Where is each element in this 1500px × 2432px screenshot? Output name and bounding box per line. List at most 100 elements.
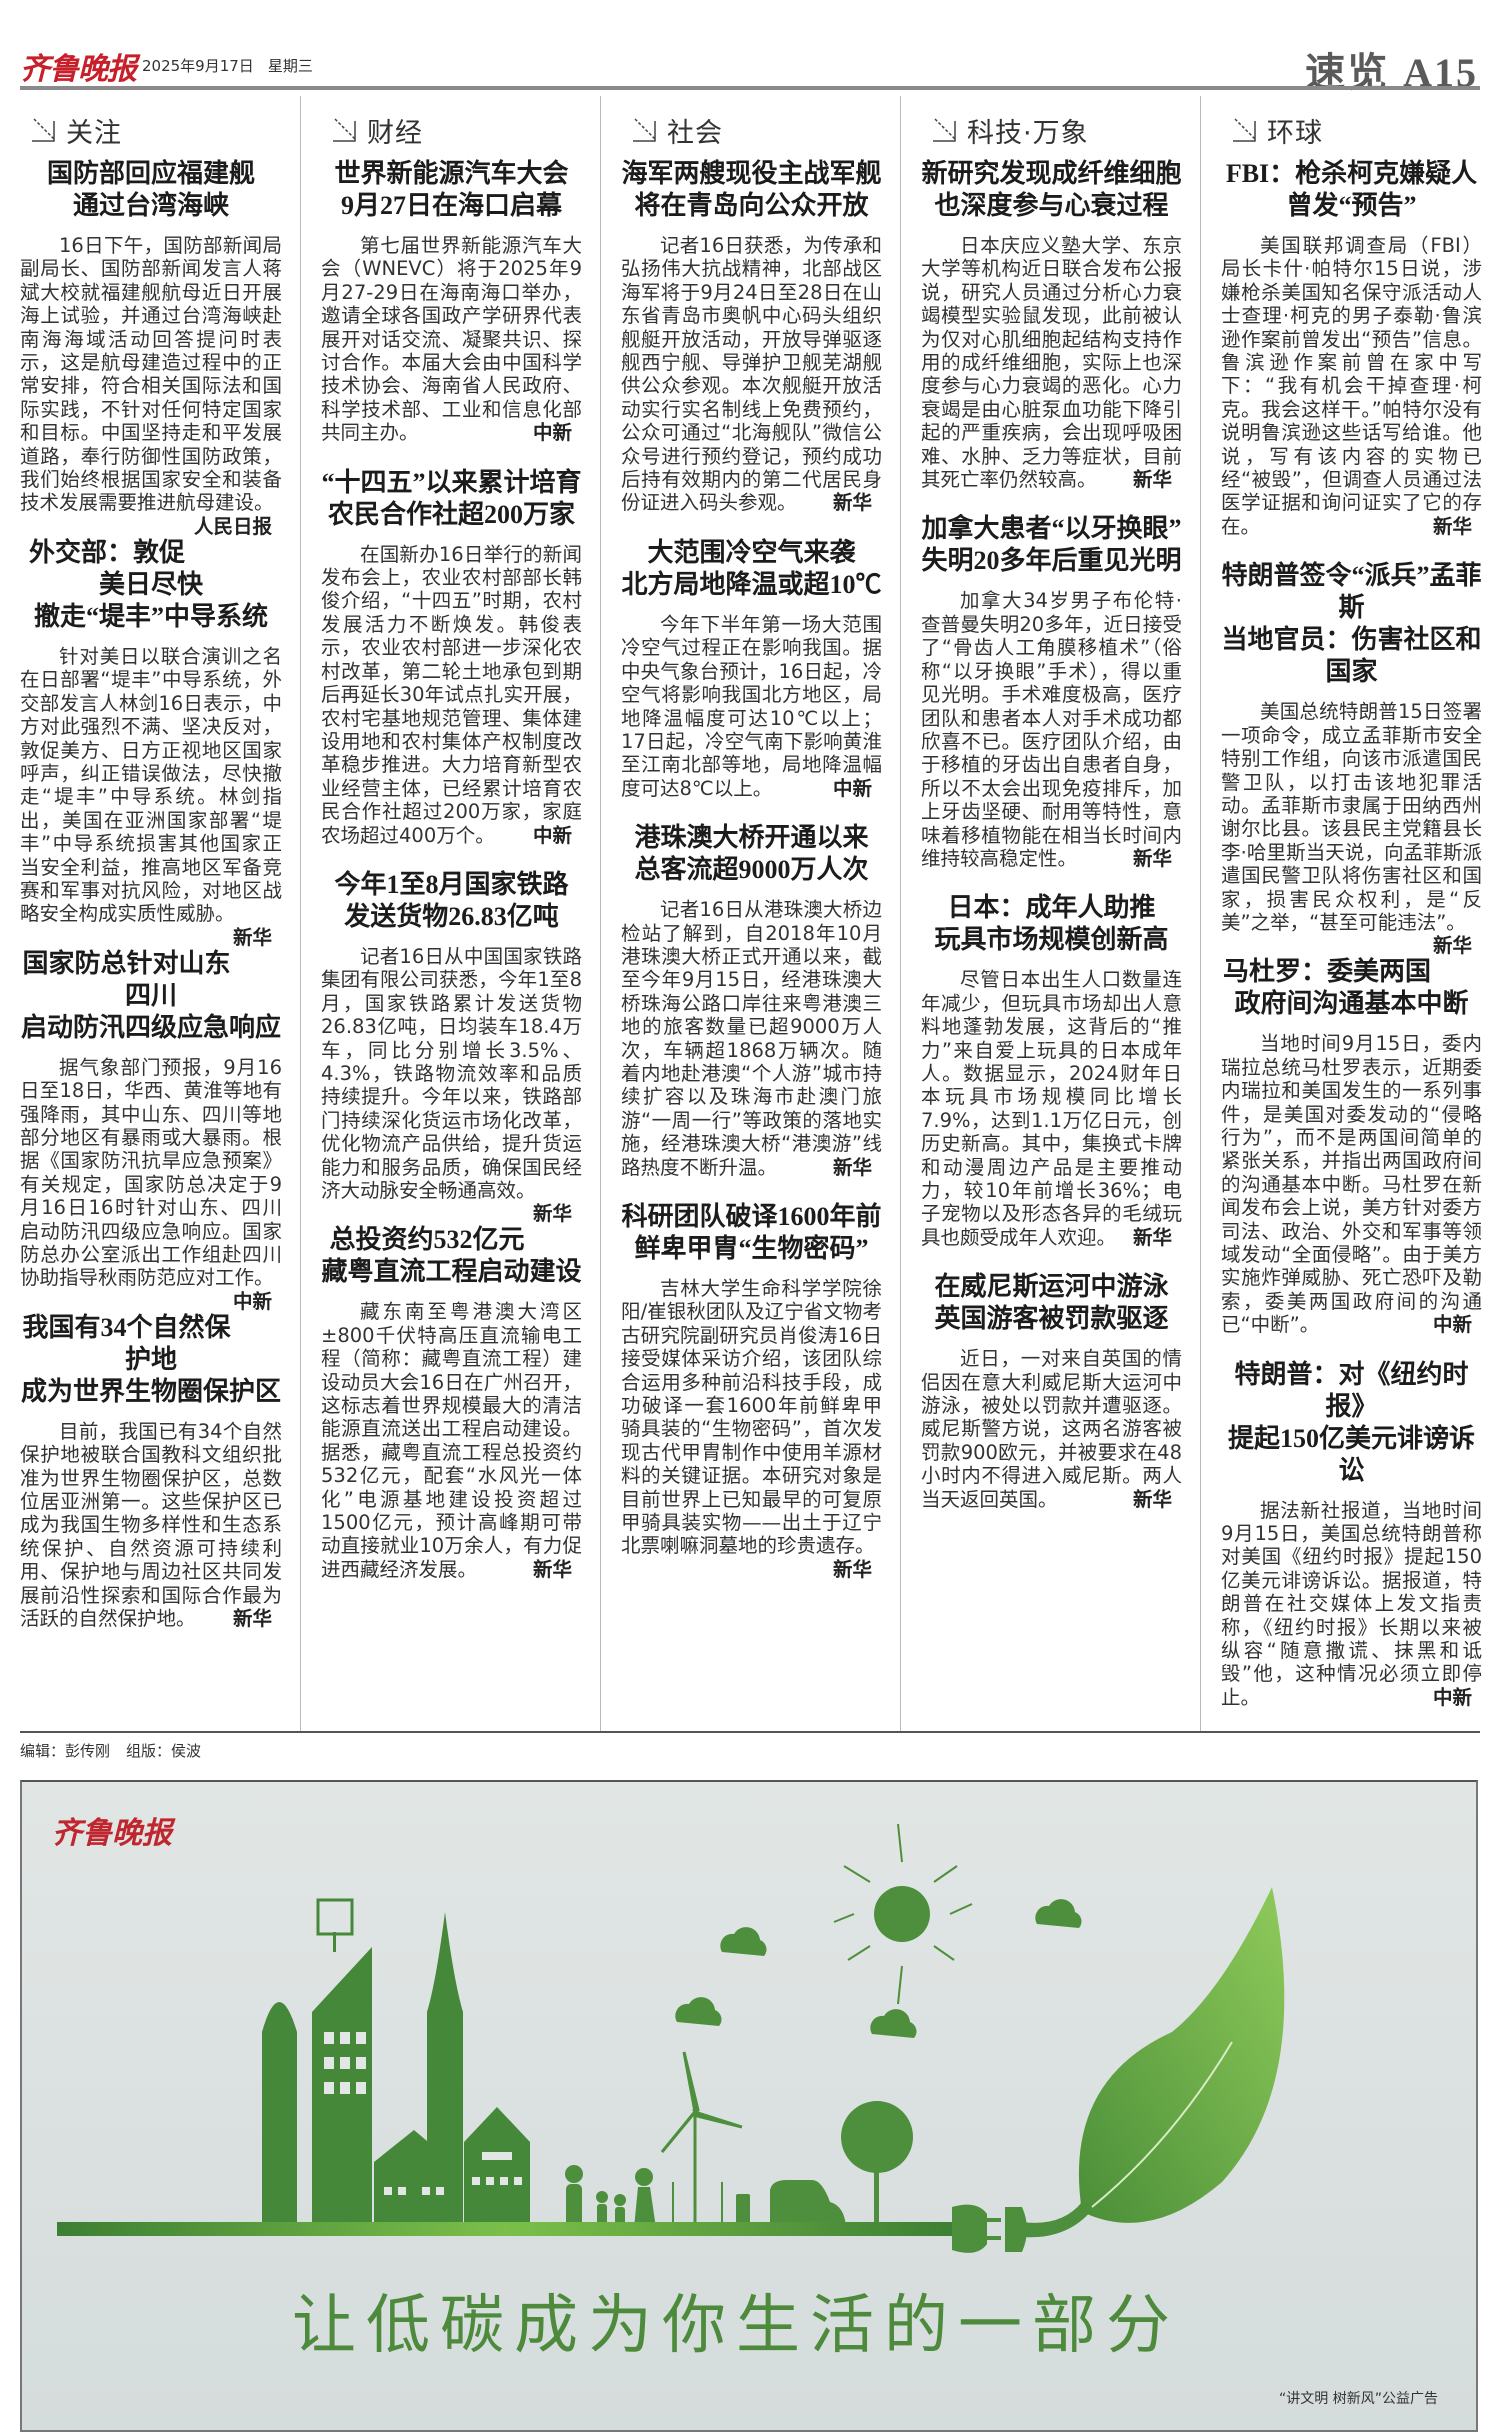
section-title: 财经 <box>367 117 423 149</box>
credits: 编辑：彭传刚 组版：侯波 <box>20 1740 1480 1762</box>
article-source: 新华 <box>832 1557 872 1581</box>
article-source: 中新 <box>1432 1313 1472 1337</box>
section-header: 环球 <box>1221 110 1482 150</box>
headline-line: 特朗普签令“派兵”孟菲斯 <box>1221 561 1482 623</box>
headline-line: 外交部：敦促美日尽快 <box>28 537 203 599</box>
section-title: 科技·万象 <box>967 117 1089 149</box>
cloud-icon <box>675 1899 1082 2039</box>
article: 我国有34个自然保护地 成为世界生物圈保护区 目前，我国已有34个自然保护地被联合国… <box>20 1312 282 1631</box>
news-column: 环球 FBI：枪杀柯克嫌疑人 曾发“预告” 美国联邦调查局（FBI）局长卡什·帕特尔1… <box>1200 96 1500 1732</box>
article-source: 新华 <box>232 925 272 949</box>
headline-line: 撤走“堤丰”中导系统 <box>33 601 268 631</box>
article-body: 美国总统特朗普15日签署一项命令，成立孟菲斯市安全特别工作组，向该市派遣国民警卫… <box>1221 700 1482 957</box>
article-source: 中新 <box>532 421 572 445</box>
headline: 加拿大患者“以牙换眼” 失明20多年后重见光明 <box>921 513 1182 577</box>
headline-line: 马杜罗：委美两国 <box>1222 957 1431 987</box>
headline-line: 曾发“预告” <box>1286 191 1417 220</box>
headline: 日本：成年人助推 玩具市场规模创新高 <box>921 892 1182 956</box>
article-text: 美国总统特朗普15日签署一项命令，成立孟菲斯市安全特别工作组，向该市派遣国民警卫… <box>1221 700 1482 934</box>
article-source: 新华 <box>832 1155 872 1179</box>
article: 外交部：敦促美日尽快 撤走“堤丰”中导系统针对美日以联合演训之名在日部署“堤丰”中… <box>20 537 282 949</box>
article: 海军两艘现役主战军舰 将在青岛向公众开放 记者16日获悉，为传承和弘扬伟大抗战精神，… <box>621 158 882 515</box>
header-rule <box>20 86 1480 90</box>
ground-line <box>57 2222 957 2237</box>
headline-line: 也深度参与心衰过程 <box>934 191 1169 220</box>
article-source: 新华 <box>1132 468 1172 492</box>
arrow-corner-icon <box>333 118 356 142</box>
headline-line: FBI：枪杀柯克嫌疑人 <box>1225 159 1478 188</box>
headline: 马杜罗：委美两国 政府间沟通基本中断 <box>1221 956 1482 1020</box>
article-body: 日本庆应义塾大学、东京大学等机构近日联合发布公报说，研究人员通过分析心力衰竭模型… <box>921 234 1182 491</box>
headline: 新研究发现成纤维细胞 也深度参与心衰过程 <box>921 158 1182 222</box>
headline-line: 将在青岛向公众开放 <box>634 191 869 220</box>
article-body: 今年下半年第一场大范围冷空气过程正在影响我国。据中央气象台预计，16日起，冷空气… <box>621 613 882 800</box>
headline-line: 港珠澳大桥开通以来 <box>634 823 869 853</box>
headline-line: 今年1至8月国家铁路 <box>334 869 569 899</box>
article-source: 中新 <box>232 1289 272 1313</box>
article-text: 针对美日以联合演训之名在日部署“堤丰”中导系统，外交部发言人林剑16日表示，中方… <box>20 644 282 926</box>
article: 大范围冷空气来袭 北方局地降温或超10℃ 今年下半年第一场大范围冷空气过程正在影响我… <box>621 537 882 800</box>
headline: 国家防总针对山东四川 启动防汛四级应急响应 <box>20 948 282 1044</box>
leaf-vein <box>1091 2041 1233 2209</box>
headline-line: 农民合作社超200万家 <box>327 499 575 529</box>
article: 马杜罗：委美两国 政府间沟通基本中断当地时间9月15日，委内瑞拉总统马杜罗表示，近… <box>1221 956 1482 1336</box>
article-source: 新华 <box>1132 1225 1172 1249</box>
page-body: 关注国防部回应福建舰 通过台湾海峡 16日下午，国防部新闻局副局长、国防部新闻发言人… <box>0 96 1500 2432</box>
news-columns: 关注国防部回应福建舰 通过台湾海峡 16日下午，国防部新闻局副局长、国防部新闻发言人… <box>0 96 1500 1732</box>
ad-logo: 齐鲁晚报 <box>52 1817 172 1851</box>
headline-line: 国防部回应福建舰 <box>46 159 255 188</box>
article: 港珠澳大桥开通以来 总客流超9000万人次 记者16日从港珠澳大桥边检站了解到，自2… <box>621 822 882 1179</box>
article: “十四五”以来累计培育 农民合作社超200万家在国新办16日举行的新闻发布会上，农… <box>321 467 582 847</box>
article-text: 尽管日本出生人口数量连年减少，但玩具市场却出人意料地蓬勃发展，这背后的“推力”来… <box>921 968 1182 1249</box>
headline-line: 在威尼斯运河中游泳 <box>934 1272 1169 1302</box>
article-body: 记者16日从港珠澳大桥边检站了解到，自2018年10月港珠澳大桥正式开通以来，截… <box>621 898 882 1179</box>
article-body: 近日，一对来自英国的情侣因在意大利威尼斯大运河中游泳，被处以罚款并遭驱逐。威尼斯… <box>921 1347 1182 1511</box>
headline: 国防部回应福建舰 通过台湾海峡 <box>20 158 282 222</box>
headline-line: 大范围冷空气来袭 <box>647 537 856 567</box>
article-body: 当地时间9月15日，委内瑞拉总统马杜罗表示，近期委内瑞拉和美国发生的一系列事件，… <box>1221 1032 1482 1336</box>
article-text: 在国新办16日举行的新闻发布会上，农业农村部部长韩俊介绍，“十四五”时期，农村发… <box>321 542 582 847</box>
article-text: 记者16日获悉，为传承和弘扬伟大抗战精神，北部战区海军将于9月24日至28日在山… <box>621 234 882 515</box>
article-text: 藏东南至粤港澳大湾区±800千伏特高压直流输电工程（简称：藏粤直流工程）建设动员… <box>321 1300 582 1581</box>
date-text: 2025年9月17日 <box>142 57 254 75</box>
headline-line: 国家防总针对山东四川 <box>22 948 231 1010</box>
headline-line: 玩具市场规模创新高 <box>934 925 1169 955</box>
article: 在威尼斯运河中游泳 英国游客被罚款驱逐 近日，一对来自英国的情侣因在意大利威尼斯大运… <box>921 1271 1182 1511</box>
news-column: 科技·万象新研究发现成纤维细胞 也深度参与心衰过程日本庆应义塾大学、东京大学等机构… <box>900 96 1200 1732</box>
headline-line: 我国有34个自然保护地 <box>22 1312 231 1374</box>
article: 加拿大患者“以牙换眼” 失明20多年后重见光明 加拿大34岁男子布伦特·查普曼失明2… <box>921 513 1182 870</box>
section-header: 社会 <box>621 110 882 150</box>
article-source: 新华 <box>532 1202 572 1226</box>
headline-line: 世界新能源汽车大会 <box>334 159 569 188</box>
headline-line: 北方局地降温或超10℃ <box>621 569 882 599</box>
article-body: 16日下午，国防部新闻局副局长、国防部新闻发言人蒋斌大校就福建舰航母近日开展海上… <box>20 234 282 538</box>
arrow-corner-icon <box>933 118 956 142</box>
arrow-corner-icon <box>633 118 656 142</box>
headline: 总投资约532亿元 藏粤直流工程启动建设 <box>321 1224 582 1288</box>
article-source: 新华 <box>1432 934 1472 958</box>
article-body: 据气象部门预报，9月16日至18日，华西、黄淮等地有强降雨，其中山东、四川等地部… <box>20 1056 282 1313</box>
headline-line: 当地官员：伤害社区和国家 <box>1221 625 1482 687</box>
article: 世界新能源汽车大会 9月27日在海口启幕 第七届世界新能源汽车大会（WNEVC）将于… <box>321 158 582 445</box>
article: 新研究发现成纤维细胞 也深度参与心衰过程日本庆应义塾大学、东京大学等机构近日联合发… <box>921 158 1182 491</box>
article-text: 目前，我国已有34个自然保护地被联合国教科文组织批准为世界生物圈保护区，总数位居… <box>20 1419 282 1631</box>
article-text: 吉林大学生命科学学院徐阳/崔银秋团队及辽宁省文物考古研究院副研究员肖俊涛16日接… <box>621 1277 882 1558</box>
article: 特朗普：对《纽约时报》 提起150亿美元诽谤诉讼 据法新社报道，当地时间9月15日，… <box>1221 1359 1482 1710</box>
section-header: 财经 <box>321 110 582 150</box>
newspaper-logo: 齐鲁晚报 <box>20 53 137 86</box>
headline-line: 提起150亿美元诽谤诉讼 <box>1227 1423 1475 1485</box>
headline-line: 日本：成年人助推 <box>947 893 1156 923</box>
article-source: 新华 <box>1132 846 1172 870</box>
article-body: 据法新社报道，当地时间9月15日，美国总统特朗普称对美国《纽约时报》提起150亿… <box>1221 1499 1482 1710</box>
news-column: 关注国防部回应福建舰 通过台湾海峡 16日下午，国防部新闻局副局长、国防部新闻发言人… <box>0 96 300 1731</box>
headline: 今年1至8月国家铁路 发送货物26.83亿吨 <box>321 869 582 933</box>
arrow-corner-icon <box>32 118 55 142</box>
headline: 大范围冷空气来袭 北方局地降温或超10℃ <box>621 537 882 601</box>
article-text: 记者16日从港珠澳大桥边检站了解到，自2018年10月港珠澳大桥正式开通以来，截… <box>621 898 882 1179</box>
article-body: 尽管日本出生人口数量连年减少，但玩具市场却出人意料地蓬勃发展，这背后的“推力”来… <box>921 968 1182 1249</box>
headline-line: 失明20多年后重见光明 <box>921 546 1182 576</box>
article-body: 藏东南至粤港澳大湾区±800千伏特高压直流输电工程（简称：藏粤直流工程）建设动员… <box>321 1300 582 1581</box>
article-source: 新华 <box>1132 1487 1172 1511</box>
headline-line: “十四五”以来累计培育 <box>321 467 582 497</box>
section-title: 关注 <box>66 117 122 149</box>
